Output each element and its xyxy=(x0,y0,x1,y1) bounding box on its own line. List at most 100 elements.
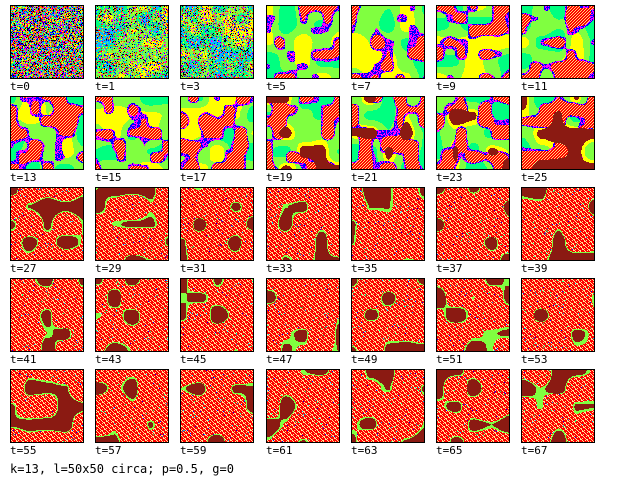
snapshot-canvas xyxy=(352,279,424,351)
snapshot-label: t=49 xyxy=(351,353,378,366)
snapshot-canvas xyxy=(437,97,509,169)
snapshot-canvas xyxy=(352,6,424,78)
snapshot-canvas xyxy=(267,97,339,169)
snapshot-cell: t=27 xyxy=(10,187,90,279)
snapshot-label: t=59 xyxy=(180,444,207,457)
snapshot-image xyxy=(436,187,510,261)
snapshot-label: t=29 xyxy=(95,262,122,275)
snapshot-cell: t=53 xyxy=(521,278,601,370)
snapshot-canvas xyxy=(11,279,83,351)
snapshot-canvas xyxy=(11,370,83,442)
snapshot-canvas xyxy=(181,279,253,351)
snapshot-label: t=25 xyxy=(521,171,548,184)
snapshot-canvas xyxy=(96,188,168,260)
snapshot-cell: t=61 xyxy=(266,369,346,461)
snapshot-canvas xyxy=(437,370,509,442)
snapshot-cell: t=19 xyxy=(266,96,346,188)
snapshot-label: t=53 xyxy=(521,353,548,366)
snapshot-cell: t=33 xyxy=(266,187,346,279)
snapshot-image xyxy=(436,96,510,170)
snapshot-image xyxy=(180,278,254,352)
snapshot-canvas xyxy=(352,97,424,169)
snapshot-image xyxy=(351,187,425,261)
snapshot-image xyxy=(266,369,340,443)
snapshot-image xyxy=(10,5,84,79)
snapshot-image xyxy=(10,278,84,352)
snapshot-label: t=47 xyxy=(266,353,293,366)
snapshot-cell: t=7 xyxy=(351,5,431,97)
snapshot-canvas xyxy=(96,6,168,78)
snapshot-grid: t=0 t=1 t=3 t=5 t=7 t=9 t=11 t=13 t=15 t=17 t=19 t=… xyxy=(10,5,601,461)
snapshot-canvas xyxy=(181,188,253,260)
snapshot-label: t=19 xyxy=(266,171,293,184)
snapshot-label: t=67 xyxy=(521,444,548,457)
snapshot-image xyxy=(351,369,425,443)
snapshot-canvas xyxy=(437,6,509,78)
snapshot-image xyxy=(10,187,84,261)
snapshot-image xyxy=(521,278,595,352)
snapshot-label: t=51 xyxy=(436,353,463,366)
snapshot-image xyxy=(180,369,254,443)
snapshot-image xyxy=(351,96,425,170)
snapshot-canvas xyxy=(181,370,253,442)
snapshot-label: t=55 xyxy=(10,444,37,457)
snapshot-image xyxy=(95,5,169,79)
snapshot-image xyxy=(521,369,595,443)
snapshot-canvas xyxy=(522,188,594,260)
snapshot-label: t=23 xyxy=(436,171,463,184)
snapshot-label: t=0 xyxy=(10,80,30,93)
snapshot-image xyxy=(266,5,340,79)
snapshot-image xyxy=(95,278,169,352)
snapshot-image xyxy=(180,96,254,170)
snapshot-cell: t=15 xyxy=(95,96,175,188)
snapshot-cell: t=25 xyxy=(521,96,601,188)
snapshot-cell: t=59 xyxy=(180,369,260,461)
snapshot-canvas xyxy=(181,6,253,78)
snapshot-label: t=37 xyxy=(436,262,463,275)
snapshot-cell: t=0 xyxy=(10,5,90,97)
snapshot-label: t=21 xyxy=(351,171,378,184)
snapshot-canvas xyxy=(267,279,339,351)
snapshot-cell: t=47 xyxy=(266,278,346,370)
snapshot-canvas xyxy=(352,188,424,260)
snapshot-cell: t=31 xyxy=(180,187,260,279)
snapshot-label: t=41 xyxy=(10,353,37,366)
snapshot-cell: t=17 xyxy=(180,96,260,188)
snapshot-image xyxy=(266,96,340,170)
snapshot-canvas xyxy=(11,6,83,78)
snapshot-cell: t=37 xyxy=(436,187,516,279)
snapshot-canvas xyxy=(522,370,594,442)
snapshot-image xyxy=(10,96,84,170)
snapshot-cell: t=63 xyxy=(351,369,431,461)
snapshot-canvas xyxy=(267,188,339,260)
snapshot-cell: t=29 xyxy=(95,187,175,279)
snapshot-canvas xyxy=(11,97,83,169)
snapshot-cell: t=23 xyxy=(436,96,516,188)
snapshot-label: t=9 xyxy=(436,80,456,93)
snapshot-cell: t=67 xyxy=(521,369,601,461)
snapshot-cell: t=65 xyxy=(436,369,516,461)
snapshot-cell: t=9 xyxy=(436,5,516,97)
snapshot-cell: t=1 xyxy=(95,5,175,97)
snapshot-label: t=15 xyxy=(95,171,122,184)
snapshot-label: t=3 xyxy=(180,80,200,93)
snapshot-cell: t=35 xyxy=(351,187,431,279)
snapshot-canvas xyxy=(181,97,253,169)
snapshot-cell: t=3 xyxy=(180,5,260,97)
snapshot-image xyxy=(180,5,254,79)
snapshot-image xyxy=(521,187,595,261)
snapshot-cell: t=41 xyxy=(10,278,90,370)
snapshot-image xyxy=(351,5,425,79)
snapshot-label: t=31 xyxy=(180,262,207,275)
snapshot-canvas xyxy=(522,97,594,169)
snapshot-canvas xyxy=(522,279,594,351)
caption: k=13, l=50x50 circa; p=0.5, g=0 xyxy=(10,462,234,476)
snapshot-cell: t=57 xyxy=(95,369,175,461)
snapshot-label: t=45 xyxy=(180,353,207,366)
snapshot-canvas xyxy=(96,279,168,351)
snapshot-cell: t=49 xyxy=(351,278,431,370)
snapshot-image xyxy=(521,5,595,79)
snapshot-cell: t=55 xyxy=(10,369,90,461)
snapshot-label: t=65 xyxy=(436,444,463,457)
snapshot-label: t=33 xyxy=(266,262,293,275)
